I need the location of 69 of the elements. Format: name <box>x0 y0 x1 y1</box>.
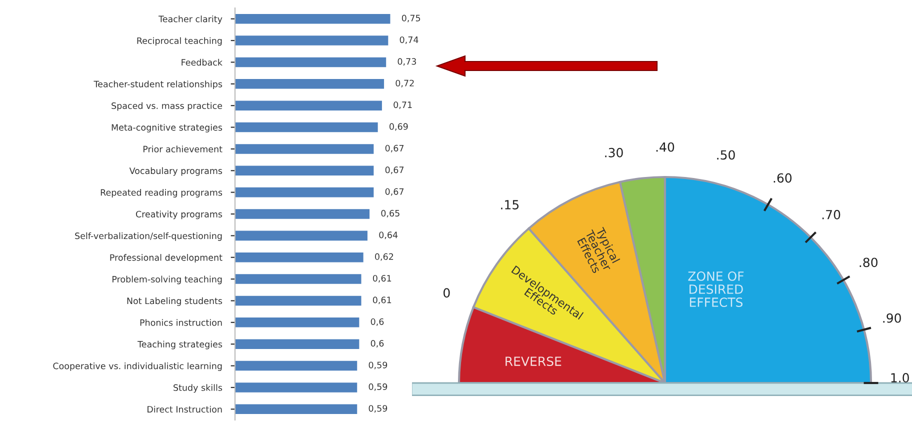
data-label: 0,73 <box>398 58 416 66</box>
bar <box>235 144 374 154</box>
bar <box>235 274 362 284</box>
y-tick-label: Vocabulary programs <box>129 167 222 176</box>
data-label: 0,59 <box>368 405 388 413</box>
data-label: 0,67 <box>385 144 404 152</box>
slice-label: REVERSE <box>506 356 562 366</box>
text: .80 <box>860 258 878 268</box>
slice-label: ZONE OF DESIRED EFFECTS <box>688 271 744 307</box>
text: .60 <box>774 173 792 183</box>
bar <box>235 339 360 349</box>
text: 1.0 <box>891 373 909 383</box>
data-label: 0,74 <box>400 36 418 44</box>
y-tick-label: Self-verbalization/self-questioning <box>75 232 222 241</box>
data-label: 0,71 <box>394 102 412 110</box>
text: .70 <box>822 210 840 220</box>
text: .40 <box>656 142 674 152</box>
y-tick-label: Problem-solving teaching <box>112 276 222 284</box>
y-tick-label: Feedback <box>182 58 222 66</box>
y-tick-label: Cooperative vs. individualistic learning <box>53 362 222 371</box>
data-label: 0,67 <box>385 166 404 174</box>
data-label: 0,59 <box>368 383 388 391</box>
data-label: 0,65 <box>381 210 400 218</box>
bar <box>235 166 374 176</box>
data-label: 0,61 <box>372 274 392 282</box>
bar <box>235 209 370 219</box>
data-label: 0,6 <box>370 318 384 326</box>
bar <box>235 360 358 371</box>
data-label: 0,6 <box>370 340 384 348</box>
y-tick-label: Creativity programs <box>136 210 222 220</box>
text: .90 <box>883 313 901 323</box>
bar <box>235 296 362 306</box>
y-tick-label: Not Labeling students <box>127 297 222 306</box>
text: 0 <box>444 288 450 298</box>
y-tick-label: Teaching strategies <box>138 340 222 350</box>
bar <box>235 252 364 262</box>
y-tick-label: Professional development <box>110 254 222 263</box>
bar <box>235 122 378 132</box>
y-tick-label: Reciprocal teaching <box>137 37 222 46</box>
data-label: 0,64 <box>379 232 398 240</box>
y-tick-label: Meta-cognitive strategies <box>112 124 222 132</box>
text: .15 <box>501 200 519 210</box>
bar <box>235 230 368 241</box>
y-tick-label: Teacher-student relationships <box>94 80 222 90</box>
bar <box>235 100 382 110</box>
data-label: 0,75 <box>402 14 420 22</box>
y-tick-label: Repeated reading programs <box>100 188 222 198</box>
data-label: 0,72 <box>396 80 414 88</box>
y-tick-label: Study skills <box>174 384 222 393</box>
data-label: 0,62 <box>375 253 394 261</box>
y-tick-label: Phonics instruction <box>140 319 222 326</box>
bar <box>235 36 388 46</box>
y-tick-label: Prior achievement <box>143 146 222 152</box>
bar <box>235 57 386 68</box>
bar <box>235 79 384 89</box>
bar <box>235 14 390 24</box>
y-tick-label: Teacher clarity <box>158 16 222 24</box>
data-label: 0,69 <box>390 123 408 131</box>
text: .50 <box>717 150 735 160</box>
bar <box>235 382 358 392</box>
text: .30 <box>605 148 623 158</box>
y-tick-label: Direct Instruction <box>148 406 222 413</box>
data-label: 0,61 <box>372 296 392 304</box>
y-tick-label: Spaced vs. mass practice <box>112 102 222 111</box>
bar <box>235 187 374 198</box>
bar <box>235 318 360 328</box>
bar <box>235 404 358 414</box>
data-label: 0,67 <box>385 188 404 196</box>
data-label: 0,59 <box>368 362 388 370</box>
